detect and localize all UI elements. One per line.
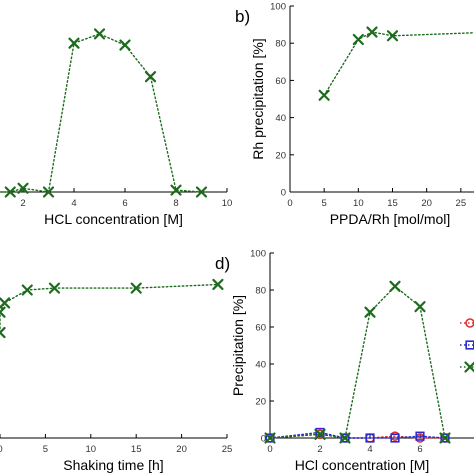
data-point bbox=[366, 26, 378, 38]
x-tick-label: 2 bbox=[317, 444, 322, 455]
x-axis-title: HCl concentration [M] bbox=[295, 457, 430, 473]
data-point bbox=[4, 186, 16, 198]
y-tick-label: 100 bbox=[270, 2, 286, 13]
x-tick-label: 5 bbox=[322, 198, 327, 209]
legend-marker bbox=[465, 318, 474, 328]
x-tick-label: 0 bbox=[267, 444, 272, 455]
data-point bbox=[352, 33, 364, 46]
y-axis-title: Precipitation [%] bbox=[230, 295, 246, 396]
y-tick-label: 100 bbox=[250, 249, 266, 260]
legend-marker bbox=[464, 361, 474, 373]
x-tick-label: 20 bbox=[176, 444, 187, 455]
data-point bbox=[386, 30, 399, 42]
data-point bbox=[93, 28, 106, 40]
data-point bbox=[17, 182, 29, 194]
y-tick-label: 60 bbox=[275, 76, 286, 87]
x-tick-label: 15 bbox=[131, 444, 142, 455]
x-tick-label: 5 bbox=[43, 444, 48, 455]
x-tick-label: 4 bbox=[71, 198, 76, 209]
y-tick-label: 0 bbox=[281, 188, 286, 199]
x-tick-label: 10 bbox=[86, 444, 97, 455]
data-point bbox=[212, 278, 224, 291]
x-axis-title: PPDA/Rh [mol/mol] bbox=[330, 211, 451, 227]
series-line-1 bbox=[0, 33, 203, 193]
data-point bbox=[0, 326, 6, 339]
data-point bbox=[389, 280, 401, 292]
data-point bbox=[195, 186, 208, 198]
data-point bbox=[314, 428, 326, 440]
x-tick-label: 20 bbox=[421, 198, 432, 209]
data-point bbox=[170, 184, 182, 196]
data-point bbox=[414, 301, 426, 313]
data-point bbox=[315, 427, 325, 438]
x-tick-label: 6 bbox=[122, 198, 127, 209]
x-tick-label: 25 bbox=[456, 198, 467, 209]
x-tick-label: 25 bbox=[222, 444, 233, 455]
chart-panel-b: 0 5 10 15 20 25 0 20 40 60 80 100 PPDA/Rh [mol/mol] R… bbox=[235, 2, 474, 227]
y-tick-label: 80 bbox=[275, 39, 286, 50]
data-point bbox=[0, 306, 6, 318]
x-tick-label: 10 bbox=[222, 198, 233, 209]
x-tick-label: 6 bbox=[417, 444, 422, 455]
data-point bbox=[365, 433, 375, 443]
data-point bbox=[439, 432, 451, 444]
data-point bbox=[48, 282, 61, 294]
data-point bbox=[364, 306, 376, 318]
y-tick-label: 0 bbox=[261, 434, 266, 445]
y-tick-label: 20 bbox=[255, 397, 266, 408]
data-point bbox=[130, 282, 142, 294]
x-tick-label: 0 bbox=[287, 198, 292, 209]
x-tick-label: 2 bbox=[20, 198, 25, 209]
x-tick-label: 15 bbox=[387, 198, 398, 209]
data-point bbox=[415, 431, 425, 441]
x-tick-label: 8 bbox=[173, 198, 178, 209]
data-point bbox=[68, 37, 80, 49]
data-point bbox=[440, 433, 450, 443]
y-tick-label: 80 bbox=[255, 286, 266, 297]
data-point bbox=[42, 186, 55, 198]
x-tick-label: 10 bbox=[353, 198, 364, 209]
panel-label-d: d) bbox=[215, 254, 230, 273]
data-point bbox=[264, 432, 276, 444]
data-point bbox=[0, 297, 11, 309]
panel-label-b: b) bbox=[235, 7, 250, 26]
x-axis-title: HCL concentration [M] bbox=[44, 211, 183, 227]
series-line-2 bbox=[269, 431, 446, 439]
x-tick-label: 4 bbox=[367, 444, 372, 455]
y-tick-label: 60 bbox=[255, 323, 266, 334]
data-point bbox=[21, 284, 33, 296]
x-axis-title: Shaking time [h] bbox=[63, 457, 163, 473]
series-line-1 bbox=[323, 31, 474, 96]
data-point bbox=[318, 89, 330, 101]
y-axis-title: Rh precipitation [%] bbox=[250, 38, 266, 159]
y-tick-label: 20 bbox=[275, 150, 286, 161]
y-tick-label: 40 bbox=[275, 113, 286, 124]
chart-panel-c: 0 5 10 15 20 25 Shaking time [h] bbox=[0, 278, 233, 473]
data-point bbox=[119, 39, 131, 51]
data-point bbox=[339, 432, 351, 444]
series-line-1 bbox=[0, 283, 219, 334]
data-point bbox=[144, 71, 157, 83]
data-point bbox=[390, 433, 400, 443]
x-tick-label: 0 bbox=[0, 444, 3, 455]
y-tick-label: 40 bbox=[255, 360, 266, 371]
chart-panel-a: 2 4 6 8 10 HCL concentration [M] bbox=[0, 28, 233, 227]
